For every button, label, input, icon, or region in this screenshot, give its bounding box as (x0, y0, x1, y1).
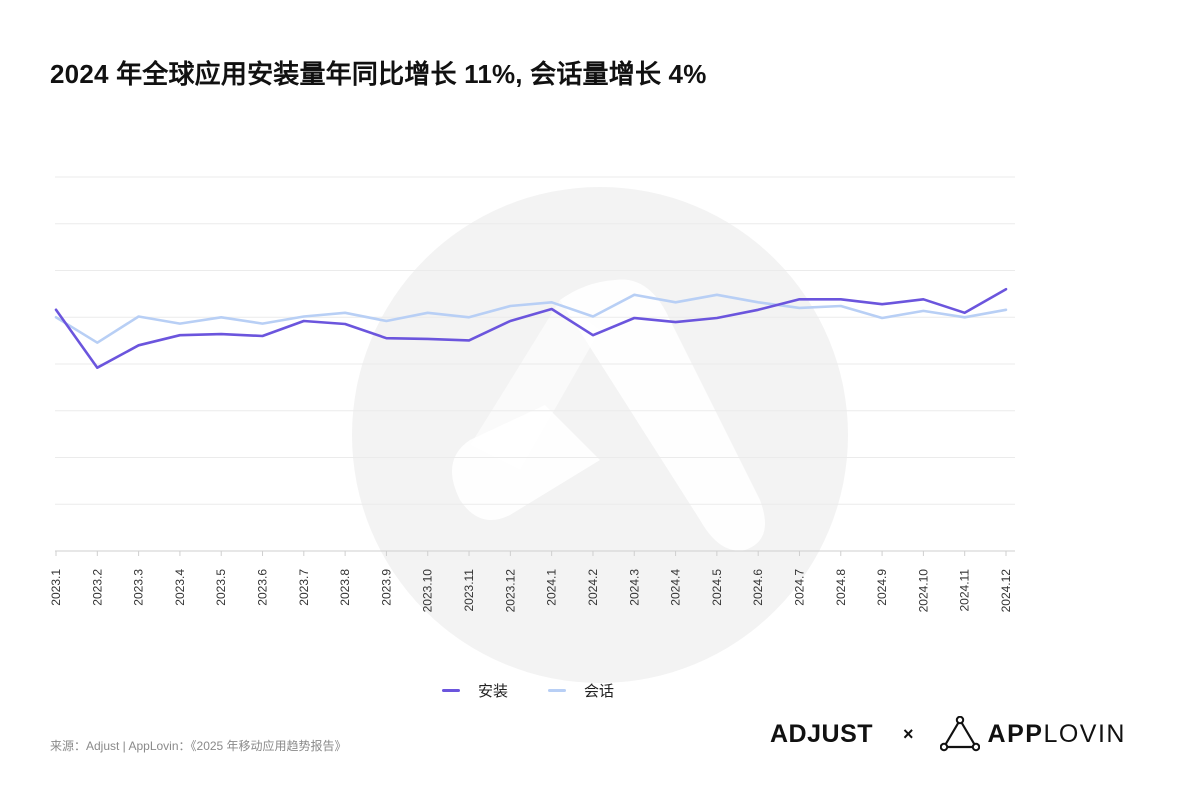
x-tick-label: 2024.4 (669, 569, 683, 606)
legend-item-installs[interactable]: 安装 (442, 680, 508, 701)
data-point-sessions[interactable] (137, 315, 141, 319)
x-tick-label: 2024.9 (875, 569, 889, 606)
x-tick-label: 2023.1 (49, 569, 63, 606)
data-point-installs[interactable] (343, 322, 347, 326)
data-point-installs[interactable] (95, 366, 99, 370)
data-point-installs[interactable] (632, 316, 636, 320)
data-point-installs[interactable] (1004, 287, 1008, 291)
data-point-sessions[interactable] (963, 315, 967, 319)
grid-lines (55, 176, 1015, 505)
x-tick-label: 2023.8 (338, 569, 352, 606)
applovin-logo: APP LOVIN (939, 716, 1126, 752)
data-point-installs[interactable] (426, 337, 430, 341)
adjust-logo: ADJUST (770, 719, 874, 748)
data-point-installs[interactable] (674, 320, 678, 324)
brand-logos: ADJUST × APP LOVIN (770, 716, 1126, 752)
data-point-sessions[interactable] (343, 311, 347, 315)
applovin-icon (939, 716, 980, 752)
data-point-installs[interactable] (963, 311, 967, 315)
data-point-sessions[interactable] (54, 315, 58, 319)
applovin-logo-lovin: LOVIN (1043, 719, 1126, 748)
x-tick-label: 2024.1 (545, 569, 559, 606)
data-point-sessions[interactable] (219, 315, 223, 319)
legend-swatch-installs (442, 689, 460, 692)
data-point-sessions[interactable] (302, 315, 306, 319)
x-tick-label: 2023.2 (90, 569, 104, 606)
x-tick-label: 2024.6 (751, 569, 765, 606)
legend-swatch-sessions (548, 689, 567, 692)
x-tick-label: 2024.8 (834, 569, 848, 606)
data-point-sessions[interactable] (880, 316, 884, 320)
x-tick-label: 2023.10 (421, 569, 435, 613)
data-point-installs[interactable] (384, 336, 388, 340)
data-point-installs[interactable] (839, 297, 843, 301)
x-tick-label: 2024.3 (627, 569, 641, 606)
x-tick-label: 2023.4 (173, 569, 187, 606)
data-point-installs[interactable] (219, 332, 223, 336)
data-point-installs[interactable] (715, 316, 719, 320)
x-tick-label: 2023.9 (379, 569, 393, 606)
series-line-installs[interactable] (54, 287, 1008, 370)
data-point-installs[interactable] (508, 319, 512, 323)
data-point-sessions[interactable] (384, 319, 388, 323)
data-point-installs[interactable] (880, 302, 884, 306)
legend: 安装 会话 (442, 680, 654, 701)
data-point-installs[interactable] (921, 297, 925, 301)
data-point-installs[interactable] (137, 343, 141, 347)
data-point-installs[interactable] (756, 308, 760, 312)
source-note: 来源：Adjust | AppLovin：《2025 年移动应用趋势报告》 (50, 739, 347, 753)
data-point-sessions[interactable] (715, 293, 719, 297)
x-tick-label: 2024.12 (999, 569, 1013, 613)
data-point-sessions[interactable] (261, 322, 265, 326)
data-point-sessions[interactable] (591, 315, 595, 319)
data-point-installs[interactable] (178, 333, 182, 337)
data-point-installs[interactable] (591, 333, 595, 337)
data-point-sessions[interactable] (797, 306, 801, 310)
legend-item-sessions[interactable]: 会话 (548, 680, 614, 701)
legend-label-sessions: 会话 (584, 683, 615, 700)
data-point-installs[interactable] (302, 319, 306, 323)
chart-title: 2024 年全球应用安装量年同比增长 11%, 会话量增长 4% (50, 59, 707, 89)
series-line-sessions[interactable] (54, 293, 1008, 345)
data-point-sessions[interactable] (674, 300, 678, 304)
data-point-installs[interactable] (54, 308, 58, 312)
x-tick-label: 2024.5 (710, 569, 724, 606)
data-point-installs[interactable] (261, 334, 265, 338)
data-point-installs[interactable] (467, 338, 471, 342)
x-tick-label: 2023.5 (214, 569, 228, 606)
data-point-sessions[interactable] (839, 304, 843, 308)
data-point-sessions[interactable] (467, 315, 471, 319)
data-point-sessions[interactable] (508, 304, 512, 308)
x-tick-label: 2023.7 (297, 569, 311, 606)
x-tick-label: 2023.11 (462, 569, 476, 612)
applovin-logo-app: APP (987, 719, 1044, 748)
data-point-installs[interactable] (797, 297, 801, 301)
legend-label-installs: 安装 (478, 683, 509, 700)
x-tick-label: 2023.12 (503, 569, 517, 613)
data-point-sessions[interactable] (95, 341, 99, 345)
data-point-installs[interactable] (550, 307, 554, 311)
data-point-sessions[interactable] (921, 309, 925, 313)
data-point-sessions[interactable] (178, 322, 182, 326)
x-tick-label: 2024.10 (916, 569, 930, 613)
data-point-sessions[interactable] (756, 300, 760, 304)
x-tick-label: 2023.6 (256, 569, 270, 606)
x-tick-label: 2024.11 (958, 569, 972, 612)
x-tick-label: 2023.3 (132, 569, 146, 606)
series-layer (54, 287, 1008, 370)
watermark-logo (352, 187, 848, 683)
x-tick-label: 2024.7 (792, 569, 806, 606)
data-point-sessions[interactable] (632, 293, 636, 297)
data-point-sessions[interactable] (1004, 308, 1008, 312)
data-point-sessions[interactable] (550, 300, 554, 304)
x-axis-ticks: 2023.1 2023.2 2023.3 2023.4 2023.5 2023.6 2023… (49, 551, 1013, 612)
data-point-sessions[interactable] (426, 311, 430, 315)
x-tick-label: 2024.2 (586, 569, 600, 606)
logo-separator: × (903, 723, 914, 744)
